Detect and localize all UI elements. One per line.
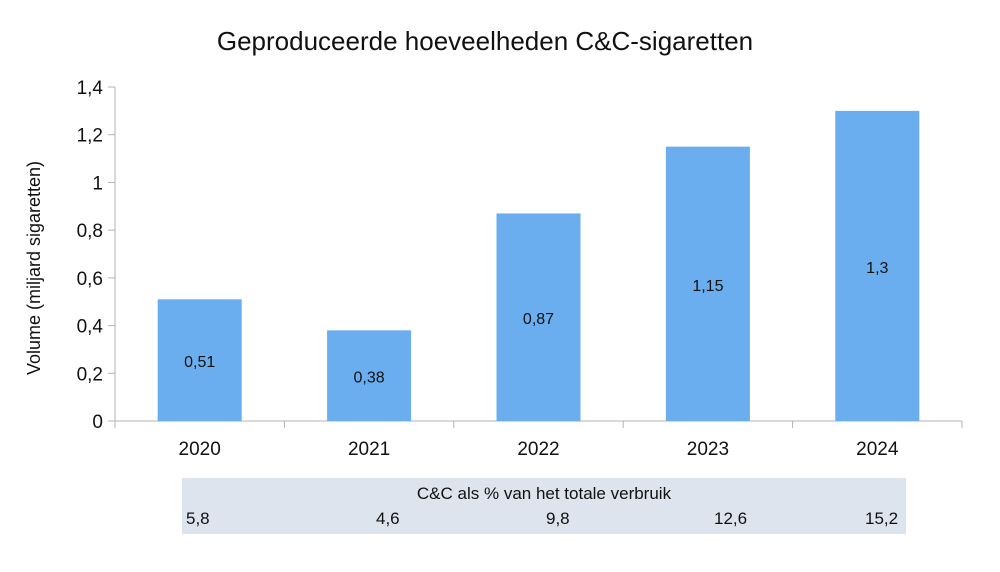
data-label: 1,15 bbox=[692, 278, 723, 295]
chart-title: Geproduceerde hoeveelheden C&C-sigarette… bbox=[217, 26, 753, 56]
y-tick-label: 0 bbox=[92, 412, 103, 433]
x-tick-label: 2021 bbox=[348, 439, 390, 460]
table-value: 12,6 bbox=[714, 509, 748, 528]
table-value: 9,8 bbox=[546, 509, 570, 528]
y-tick-label: 1,4 bbox=[77, 78, 104, 99]
table-title: C&C als % van het totale verbruik bbox=[416, 484, 672, 503]
data-label: 0,51 bbox=[184, 354, 215, 371]
bar-2021 bbox=[327, 330, 412, 421]
x-tick-label: 2023 bbox=[687, 439, 729, 460]
bar-2022 bbox=[496, 213, 581, 421]
y-tick-label: 0,8 bbox=[77, 221, 103, 242]
data-label: 0,87 bbox=[523, 311, 554, 328]
y-tick-label: 1 bbox=[92, 173, 103, 194]
table-value: 5,8 bbox=[186, 509, 210, 528]
percentage-table: C&C als % van het totale verbruik 5,8 4,6… bbox=[182, 478, 906, 534]
x-tick-label: 2022 bbox=[517, 439, 559, 460]
x-tick-label: 2020 bbox=[179, 439, 221, 460]
bar-2024 bbox=[835, 110, 920, 421]
bar-2020 bbox=[157, 299, 242, 421]
data-label: 0,38 bbox=[354, 370, 385, 387]
y-tick-label: 1,2 bbox=[77, 126, 103, 147]
y-tick-label: 0,4 bbox=[77, 317, 104, 338]
y-axis-label: Volume (miljard sigaretten) bbox=[24, 161, 44, 375]
data-label: 1,3 bbox=[866, 260, 888, 277]
table-value: 15,2 bbox=[865, 509, 899, 528]
y-tick-label: 0,2 bbox=[77, 364, 103, 385]
y-tick-label: 0,6 bbox=[77, 269, 103, 290]
x-tick-label: 2024 bbox=[856, 439, 899, 460]
table-value: 4,6 bbox=[376, 509, 400, 528]
bar-2023 bbox=[665, 146, 750, 421]
